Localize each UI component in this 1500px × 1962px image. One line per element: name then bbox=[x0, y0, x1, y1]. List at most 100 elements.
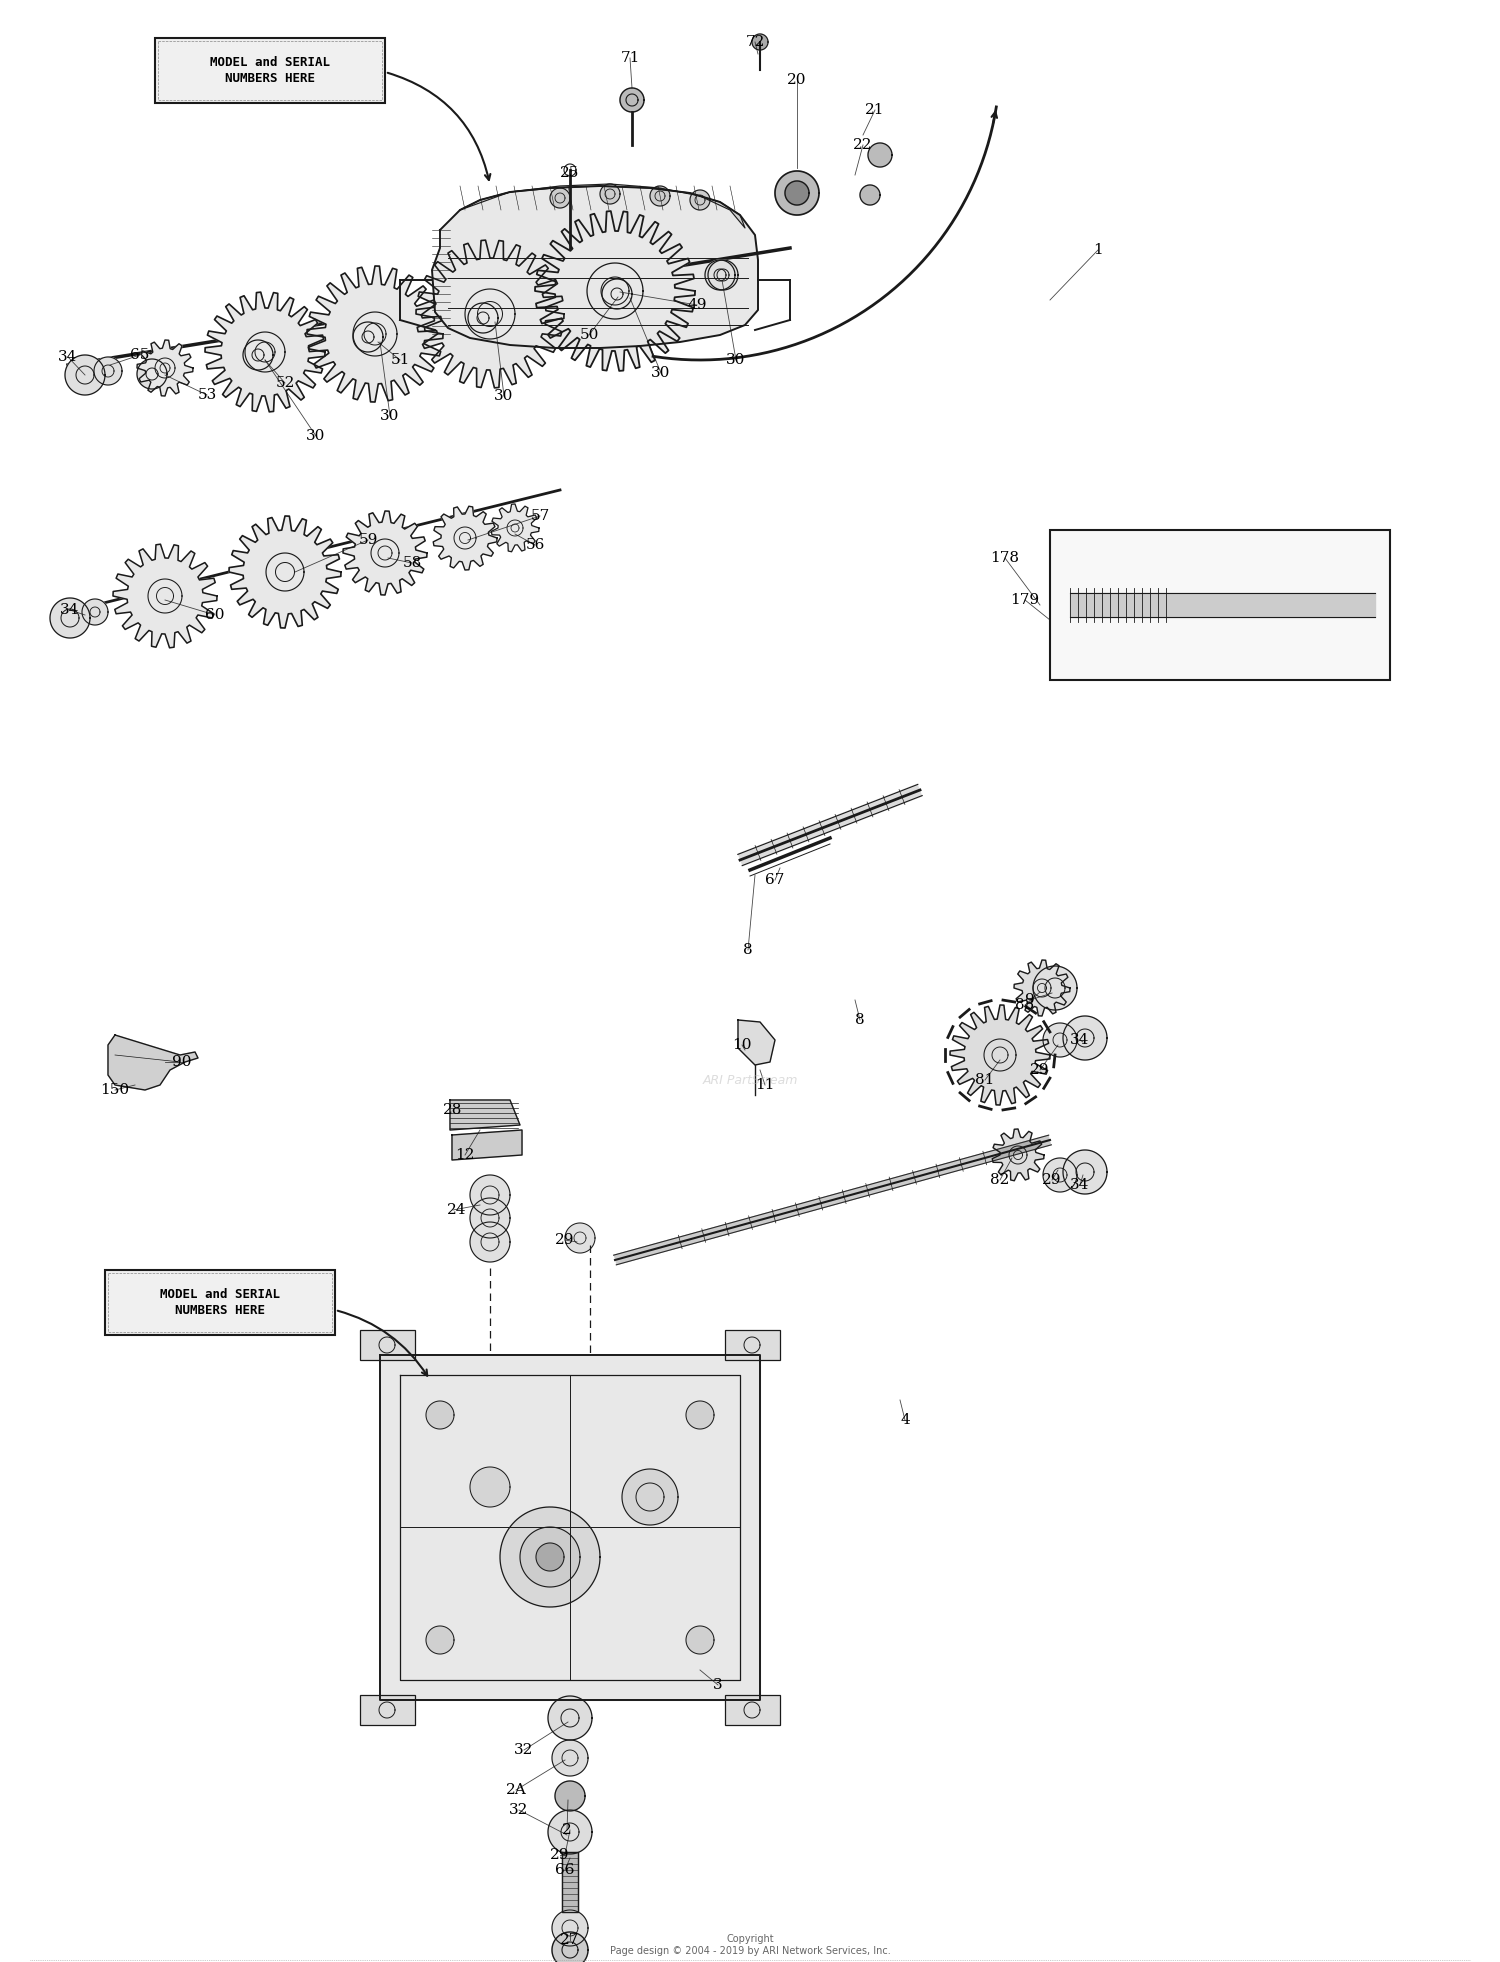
Polygon shape bbox=[416, 239, 564, 388]
Bar bbox=[1050, 530, 1390, 681]
Text: 30: 30 bbox=[495, 388, 513, 402]
Text: 60: 60 bbox=[206, 608, 225, 622]
Polygon shape bbox=[82, 598, 108, 626]
Text: 2: 2 bbox=[562, 1823, 572, 1836]
Polygon shape bbox=[460, 184, 746, 228]
Polygon shape bbox=[470, 1222, 510, 1262]
Text: 53: 53 bbox=[198, 388, 216, 402]
Polygon shape bbox=[1042, 1158, 1077, 1193]
Polygon shape bbox=[1014, 959, 1070, 1016]
Text: 10: 10 bbox=[732, 1038, 752, 1052]
Text: 8: 8 bbox=[855, 1012, 865, 1026]
Polygon shape bbox=[690, 190, 709, 210]
Text: 29: 29 bbox=[550, 1848, 570, 1862]
Text: 30: 30 bbox=[381, 408, 399, 424]
Text: 56: 56 bbox=[525, 538, 544, 551]
Polygon shape bbox=[566, 1222, 596, 1254]
Bar bbox=[360, 1330, 416, 1360]
Polygon shape bbox=[600, 184, 619, 204]
Text: 83: 83 bbox=[1016, 999, 1035, 1012]
Text: 72: 72 bbox=[746, 35, 765, 49]
Polygon shape bbox=[108, 1036, 198, 1091]
Text: 34: 34 bbox=[1071, 1034, 1089, 1048]
Text: 50: 50 bbox=[579, 328, 598, 341]
Polygon shape bbox=[490, 504, 538, 551]
Text: 65: 65 bbox=[130, 347, 150, 363]
Polygon shape bbox=[859, 184, 880, 204]
Polygon shape bbox=[686, 1626, 714, 1654]
Polygon shape bbox=[352, 322, 382, 351]
Text: ARI PartStream: ARI PartStream bbox=[702, 1073, 798, 1087]
Text: 21: 21 bbox=[865, 102, 885, 118]
Polygon shape bbox=[426, 1401, 454, 1428]
Polygon shape bbox=[622, 1470, 678, 1524]
Polygon shape bbox=[136, 339, 194, 396]
Text: 3: 3 bbox=[712, 1678, 723, 1691]
Text: 29: 29 bbox=[1042, 1173, 1062, 1187]
Text: 22: 22 bbox=[853, 137, 873, 151]
Text: 20: 20 bbox=[788, 73, 807, 86]
Polygon shape bbox=[243, 339, 273, 371]
Text: 24: 24 bbox=[447, 1203, 466, 1216]
Polygon shape bbox=[136, 359, 166, 388]
Text: 34: 34 bbox=[1071, 1177, 1089, 1193]
Polygon shape bbox=[868, 143, 892, 167]
Polygon shape bbox=[206, 292, 326, 412]
Text: 27: 27 bbox=[561, 1933, 579, 1946]
Text: 49: 49 bbox=[687, 298, 706, 312]
Text: 52: 52 bbox=[276, 377, 294, 390]
Text: 2A: 2A bbox=[506, 1783, 526, 1797]
Text: 12: 12 bbox=[456, 1148, 474, 1162]
Polygon shape bbox=[432, 186, 758, 347]
Bar bbox=[360, 1695, 416, 1725]
Text: 179: 179 bbox=[1011, 593, 1040, 606]
Bar bbox=[724, 1695, 780, 1725]
Text: 81: 81 bbox=[975, 1073, 994, 1087]
Polygon shape bbox=[548, 1811, 592, 1854]
Polygon shape bbox=[500, 1507, 600, 1607]
Text: MODEL and SERIAL
NUMBERS HERE: MODEL and SERIAL NUMBERS HERE bbox=[160, 1289, 280, 1317]
Text: 1: 1 bbox=[1094, 243, 1102, 257]
Text: 150: 150 bbox=[100, 1083, 129, 1097]
Polygon shape bbox=[50, 598, 90, 638]
Polygon shape bbox=[555, 1781, 585, 1811]
Text: 25: 25 bbox=[561, 167, 579, 181]
Polygon shape bbox=[112, 543, 218, 647]
Text: 66: 66 bbox=[555, 1864, 574, 1878]
Text: 82: 82 bbox=[990, 1173, 1010, 1187]
Text: 30: 30 bbox=[651, 367, 670, 381]
Bar bbox=[105, 1269, 334, 1334]
Polygon shape bbox=[230, 516, 340, 628]
Polygon shape bbox=[520, 1526, 580, 1587]
Polygon shape bbox=[308, 267, 442, 402]
Polygon shape bbox=[450, 1101, 520, 1130]
Polygon shape bbox=[468, 302, 498, 334]
Polygon shape bbox=[433, 506, 496, 571]
Polygon shape bbox=[1346, 591, 1374, 618]
Text: 34: 34 bbox=[58, 349, 78, 365]
Polygon shape bbox=[1064, 1150, 1107, 1195]
Text: 8: 8 bbox=[742, 944, 753, 957]
Polygon shape bbox=[536, 1542, 564, 1572]
Polygon shape bbox=[1034, 965, 1077, 1010]
Text: 57: 57 bbox=[531, 508, 549, 524]
Polygon shape bbox=[562, 1852, 578, 1913]
Polygon shape bbox=[550, 188, 570, 208]
Text: 29: 29 bbox=[1030, 1063, 1050, 1077]
Polygon shape bbox=[536, 212, 694, 371]
Polygon shape bbox=[426, 1626, 454, 1654]
Polygon shape bbox=[552, 1933, 588, 1962]
Text: 178: 178 bbox=[990, 551, 1020, 565]
Text: MODEL and SERIAL
NUMBERS HERE: MODEL and SERIAL NUMBERS HERE bbox=[210, 57, 330, 84]
Polygon shape bbox=[950, 1005, 1050, 1105]
Polygon shape bbox=[752, 33, 768, 49]
Text: 11: 11 bbox=[754, 1077, 774, 1093]
Text: 58: 58 bbox=[402, 555, 422, 571]
Polygon shape bbox=[738, 1020, 776, 1065]
Polygon shape bbox=[776, 171, 819, 216]
Text: 32: 32 bbox=[510, 1803, 528, 1817]
Bar bbox=[724, 1330, 780, 1360]
Text: 28: 28 bbox=[444, 1103, 462, 1116]
Text: 59: 59 bbox=[358, 534, 378, 547]
Text: 67: 67 bbox=[765, 873, 784, 887]
